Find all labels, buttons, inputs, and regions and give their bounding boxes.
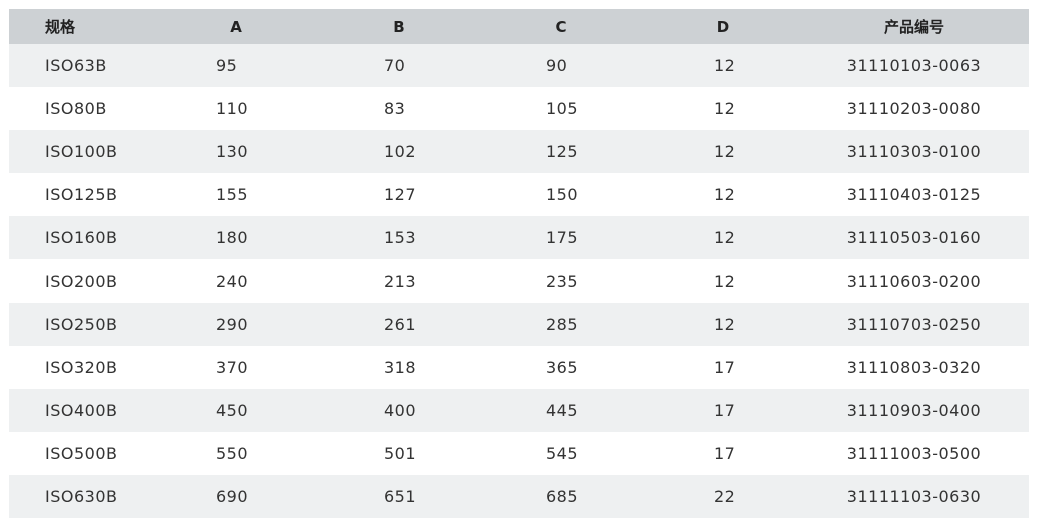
table-cell: 180 [216, 228, 249, 248]
table-cell: 545 [546, 443, 579, 463]
table-cell: 155 [216, 185, 249, 205]
table-cell: 290 [216, 314, 249, 334]
table-row: ISO630B 690 651 685 22 31111103-0630 [9, 475, 1029, 519]
table-cell: 285 [546, 314, 579, 334]
table-cell: 261 [384, 314, 417, 334]
table-row: ISO400B 450 400 445 17 31110903-0400 [9, 388, 1029, 432]
table-cell: 31110103-0063 [846, 56, 982, 76]
table-cell: 240 [216, 271, 249, 291]
table-cell: 235 [546, 271, 579, 291]
header-cell: D [716, 17, 730, 36]
table-cell: 31110503-0160 [846, 228, 982, 248]
table-cell: 370 [216, 357, 249, 377]
table-cell: ISO250B [45, 314, 118, 334]
table-cell: ISO160B [45, 228, 118, 248]
table-cell: ISO630B [45, 487, 118, 507]
table-cell: 501 [384, 443, 417, 463]
table-cell: ISO125B [45, 185, 118, 205]
table-cell: 125 [546, 142, 579, 162]
header-row: 规格 A B C D 产品编号 [9, 9, 1029, 44]
table-cell: ISO63B [45, 56, 107, 76]
table-row: ISO160B 180 153 175 12 31110503-0160 [9, 216, 1029, 260]
table-row: ISO80B 110 83 105 12 31110203-0080 [9, 87, 1029, 131]
table-cell: 690 [216, 487, 249, 507]
table-cell: 17 [714, 443, 736, 463]
table-cell: 17 [714, 357, 736, 377]
table-cell: 150 [546, 185, 579, 205]
header-cell: 规格 [45, 18, 76, 36]
header-cell: B [393, 17, 405, 36]
table-cell: 83 [384, 99, 406, 119]
table-cell: ISO100B [45, 142, 118, 162]
table-cell: 12 [714, 185, 736, 205]
table-cell: 445 [546, 400, 579, 420]
table-cell: 213 [384, 271, 417, 291]
table-cell: ISO200B [45, 271, 118, 291]
table-cell: 31111003-0500 [846, 443, 982, 463]
table-cell: 31110403-0125 [846, 185, 982, 205]
table-cell: 550 [216, 443, 249, 463]
table-cell: 685 [546, 487, 579, 507]
table-cell: 450 [216, 400, 249, 420]
table-cell: ISO320B [45, 357, 118, 377]
table-cell: 22 [714, 487, 736, 507]
table-cell: 12 [714, 314, 736, 334]
table-cell: 90 [546, 56, 568, 76]
table-cell: 400 [384, 400, 417, 420]
table-cell: 12 [714, 271, 736, 291]
table-cell: 12 [714, 56, 736, 76]
table-row: ISO500B 550 501 545 17 31111003-0500 [9, 431, 1029, 475]
table-cell: 365 [546, 357, 579, 377]
table-cell: 130 [216, 142, 249, 162]
table-cell: 12 [714, 99, 736, 119]
table-cell: 318 [384, 357, 417, 377]
table-cell: 31110803-0320 [846, 357, 982, 377]
table-row: ISO125B 155 127 150 12 31110403-0125 [9, 173, 1029, 217]
table-cell: 102 [384, 142, 417, 162]
table-cell: 127 [384, 185, 417, 205]
table-row: ISO320B 370 318 365 17 31110803-0320 [9, 345, 1029, 389]
table-cell: 153 [384, 228, 417, 248]
table-cell: 175 [546, 228, 579, 248]
table-cell: 31110603-0200 [846, 271, 982, 291]
table-cell: 110 [216, 99, 249, 119]
table-row: ISO100B 130 102 125 12 31110303-0100 [9, 130, 1029, 174]
table-cell: ISO500B [45, 443, 118, 463]
table-cell: 105 [546, 99, 579, 119]
table-row: ISO200B 240 213 235 12 31110603-0200 [9, 259, 1029, 303]
table-cell: 12 [714, 142, 736, 162]
table-cell: 31110703-0250 [846, 314, 982, 334]
header-cell: 产品编号 [883, 18, 944, 36]
table-cell: 31111103-0630 [846, 487, 982, 507]
table-cell: 651 [384, 487, 417, 507]
table-cell: 31110903-0400 [846, 400, 982, 420]
table-cell: 70 [384, 56, 406, 76]
table-cell: 17 [714, 400, 736, 420]
table-row: ISO63B 95 70 90 12 31110103-0063 [9, 44, 1029, 88]
table-cell: ISO80B [45, 99, 107, 119]
table-cell: ISO400B [45, 400, 118, 420]
table-cell: 95 [216, 56, 238, 76]
table-cell: 31110203-0080 [846, 99, 982, 119]
table-cell: 31110303-0100 [846, 142, 982, 162]
table-cell: 12 [714, 228, 736, 248]
header-cell: C [555, 17, 567, 36]
table-row: ISO250B 290 261 285 12 31110703-0250 [9, 302, 1029, 346]
header-cell: A [230, 17, 242, 36]
